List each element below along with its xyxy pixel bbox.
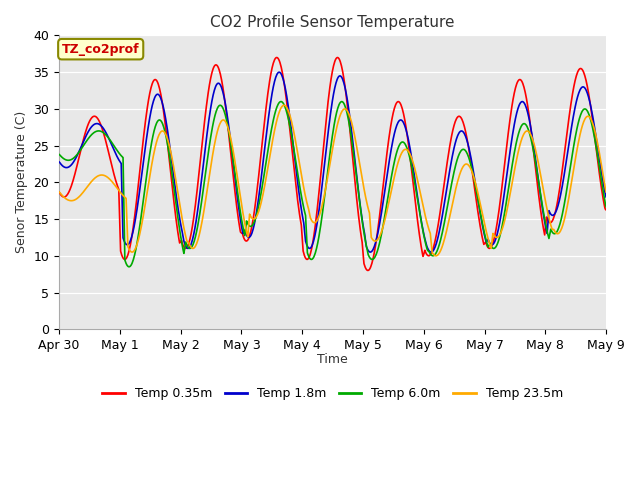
Y-axis label: Senor Temperature (C): Senor Temperature (C) bbox=[15, 111, 28, 253]
Text: TZ_co2prof: TZ_co2prof bbox=[62, 43, 140, 56]
X-axis label: Time: Time bbox=[317, 353, 348, 366]
Title: CO2 Profile Sensor Temperature: CO2 Profile Sensor Temperature bbox=[211, 15, 455, 30]
Legend: Temp 0.35m, Temp 1.8m, Temp 6.0m, Temp 23.5m: Temp 0.35m, Temp 1.8m, Temp 6.0m, Temp 2… bbox=[97, 383, 568, 406]
